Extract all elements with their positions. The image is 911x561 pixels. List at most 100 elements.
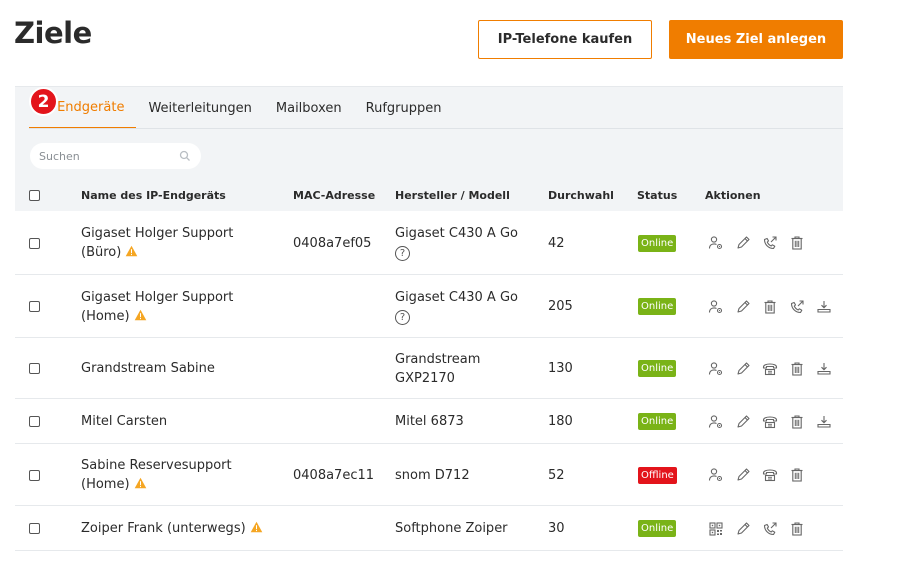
extension-number: 205 xyxy=(548,299,573,314)
page-title: Ziele xyxy=(14,16,92,50)
user-settings-icon[interactable] xyxy=(708,414,724,430)
table-row: Mitel Carsten Mitel 6873 180 Online xyxy=(15,399,843,444)
call-forward-icon[interactable] xyxy=(762,521,778,537)
model-text: snom D712 xyxy=(395,467,470,483)
user-settings-icon[interactable] xyxy=(708,467,724,483)
edit-icon[interactable] xyxy=(735,414,751,430)
device-model: Softphone Zoiper xyxy=(395,519,508,538)
table-row: Gigaset Holger Support (Büro) 0408a7ef05 Gi… xyxy=(15,211,843,275)
model-text: Gigaset C430 A Go xyxy=(395,289,518,305)
table-row: Gigaset Holger Support (Home) Gigaset C430… xyxy=(15,275,843,338)
row-actions xyxy=(708,338,832,399)
device-name-text: Grandstream Sabine xyxy=(81,361,215,376)
tab-weiterleitungen[interactable]: Weiterleitungen xyxy=(148,100,252,116)
row-checkbox[interactable] xyxy=(29,237,40,249)
model-text: Softphone Zoiper xyxy=(395,521,508,536)
device-model: snom D712 xyxy=(395,466,470,485)
table-header: Name des IP-Endgeräts MAC-Adresse Herste… xyxy=(15,179,843,212)
edit-icon[interactable] xyxy=(735,299,751,315)
trash-icon[interactable] xyxy=(789,414,805,430)
table-row: Sabine Reservesupport (Home) 0408a7ec11 sno… xyxy=(15,444,843,506)
provision-icon[interactable] xyxy=(816,299,832,315)
search-box[interactable] xyxy=(30,143,201,169)
warning-icon[interactable] xyxy=(134,476,147,495)
desk-phone-icon[interactable] xyxy=(762,414,778,430)
warning-icon[interactable] xyxy=(134,308,147,327)
destinations-panel: IP-Endgeräte Weiterleitungen Mailboxen R… xyxy=(15,86,843,561)
edit-icon[interactable] xyxy=(735,467,751,483)
user-settings-icon[interactable] xyxy=(708,299,724,315)
extension-number: 180 xyxy=(548,414,573,429)
tab-mailboxen[interactable]: Mailboxen xyxy=(275,100,342,116)
extension-number: 42 xyxy=(548,235,565,251)
device-name-text: Zoiper Frank (unterwegs) xyxy=(81,521,246,536)
device-name[interactable]: Gigaset Holger Support (Büro) xyxy=(81,224,281,263)
device-name-text: Gigaset Holger Support xyxy=(81,289,234,305)
table-row: Zoiper Frank (unterwegs) Softphone Zoiper… xyxy=(15,506,843,551)
buy-ip-phones-button[interactable]: IP-Telefone kaufen xyxy=(478,20,652,59)
device-name[interactable]: Grandstream Sabine xyxy=(81,359,281,378)
provision-icon[interactable] xyxy=(816,414,832,430)
warning-icon[interactable] xyxy=(250,520,263,539)
trash-icon[interactable] xyxy=(762,299,778,315)
edit-icon[interactable] xyxy=(735,521,751,537)
device-name[interactable]: Zoiper Frank (unterwegs) xyxy=(81,519,281,539)
row-checkbox[interactable] xyxy=(29,416,40,427)
row-actions xyxy=(708,444,805,506)
user-settings-icon[interactable] xyxy=(708,235,724,251)
device-location-text: (Home) xyxy=(81,477,130,492)
device-name[interactable]: Mitel Carsten xyxy=(81,412,281,431)
trash-icon[interactable] xyxy=(789,521,805,537)
extension-number: 30 xyxy=(548,521,565,536)
user-settings-icon[interactable] xyxy=(708,361,724,377)
extension-number: 52 xyxy=(548,467,565,483)
desk-phone-icon[interactable] xyxy=(762,361,778,377)
warning-icon[interactable] xyxy=(125,244,138,263)
desk-phone-icon[interactable] xyxy=(762,467,778,483)
status-badge: Online xyxy=(638,234,677,252)
status-badge: Online xyxy=(638,413,677,430)
search-input[interactable] xyxy=(39,149,179,163)
qr-code-icon[interactable] xyxy=(708,521,724,537)
status-badge: Online xyxy=(638,520,677,537)
tab-rufgruppen[interactable]: Rufgruppen xyxy=(365,100,442,116)
row-checkbox[interactable] xyxy=(29,523,40,534)
mac-address: 0408a7ef05 xyxy=(293,235,372,251)
model-text: Gigaset C430 A Go xyxy=(395,226,518,241)
device-name[interactable]: Sabine Reservesupport (Home) xyxy=(81,456,281,495)
panel-header-area: IP-Endgeräte Weiterleitungen Mailboxen R… xyxy=(15,86,843,211)
trash-icon[interactable] xyxy=(789,235,805,251)
help-icon[interactable]: ? xyxy=(395,309,410,325)
row-checkbox[interactable] xyxy=(29,301,40,312)
trash-icon[interactable] xyxy=(789,467,805,483)
tab-divider xyxy=(29,128,843,129)
status-badge: Online xyxy=(638,298,677,315)
edit-icon[interactable] xyxy=(735,361,751,377)
device-location-text: (Home) xyxy=(81,308,130,324)
device-name-text: Sabine Reservesupport xyxy=(81,458,232,473)
col-extension[interactable]: Durchwahl xyxy=(548,189,614,202)
col-status[interactable]: Status xyxy=(637,189,678,202)
row-checkbox[interactable] xyxy=(29,469,40,481)
call-forward-icon[interactable] xyxy=(789,299,805,315)
device-name[interactable]: Gigaset Holger Support (Home) xyxy=(81,288,281,327)
model-text-line2: GXP2170 xyxy=(395,370,455,386)
col-name[interactable]: Name des IP-Endgeräts xyxy=(81,189,226,202)
new-destination-button[interactable]: Neues Ziel anlegen xyxy=(669,20,843,59)
search-icon[interactable] xyxy=(179,150,191,162)
col-mac[interactable]: MAC-Adresse xyxy=(293,189,376,202)
trash-icon[interactable] xyxy=(789,361,805,377)
row-actions xyxy=(708,275,832,338)
model-text: Mitel 6873 xyxy=(395,414,464,429)
edit-icon[interactable] xyxy=(735,235,751,251)
help-icon[interactable]: ? xyxy=(395,246,410,261)
col-model[interactable]: Hersteller / Modell xyxy=(395,189,510,202)
row-checkbox[interactable] xyxy=(29,363,40,374)
provision-icon[interactable] xyxy=(816,361,832,377)
tab-bar: IP-Endgeräte Weiterleitungen Mailboxen R… xyxy=(29,87,453,129)
call-forward-icon[interactable] xyxy=(762,235,778,251)
device-name-text: Gigaset Holger Support xyxy=(81,226,234,241)
mac-address: 0408a7ec11 xyxy=(293,467,375,483)
select-all-checkbox[interactable] xyxy=(29,190,40,201)
extension-number: 130 xyxy=(548,361,573,376)
